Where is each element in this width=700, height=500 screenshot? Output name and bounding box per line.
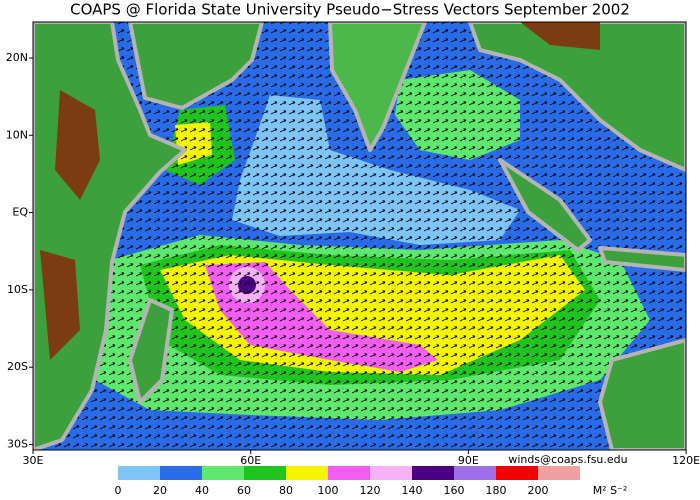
colorbar-swatch [244,466,286,480]
map [33,22,686,450]
colorbar-label: 120 [360,484,381,497]
colorbar-unit: M² S⁻² [593,484,628,497]
colorbar-label: 40 [195,484,209,497]
lat-label: 10N [6,128,28,141]
lat-label: EQ [12,206,28,219]
colorbar-swatch [454,466,496,480]
colorbar-swatch [496,466,538,480]
title: COAPS @ Florida State University Pseudo−… [70,1,630,19]
himalaya [520,22,600,50]
southeast-asia [468,22,686,172]
lon-label: 90E [458,454,479,467]
arabia [128,22,264,110]
lat-label: 20N [6,51,28,64]
colorbar-swatch [118,466,160,480]
australia [598,338,686,450]
colorbar-label: 0 [115,484,122,497]
colorbar-label: 20 [153,484,167,497]
highlands [40,90,100,360]
colorbar-swatch [412,466,454,480]
colorbar-label: 100 [318,484,339,497]
colorbar-label: 200 [528,484,549,497]
sumatra [498,158,592,252]
india [328,22,427,152]
credit: winds@coaps.fsu.edu [508,453,627,466]
lon-label: 60E [240,454,261,467]
longitude-labels: 30E 60E 90E 120E [23,450,700,467]
colorbar-label: 80 [279,484,293,497]
lon-label: 30E [23,454,44,467]
colorbar-swatch [370,466,412,480]
colorbar-label: 180 [486,484,507,497]
latitude-labels: 20N 10N EQ 10S 20S 30S [6,51,33,451]
lat-label: 20S [7,360,28,373]
colorbar-label: 160 [444,484,465,497]
map-frame [32,21,687,451]
java [598,246,686,272]
colorbar-label: 140 [402,484,423,497]
colorbar-swatch [202,466,244,480]
colorbar-label: 60 [237,484,251,497]
colorbar-swatch [160,466,202,480]
lat-label: 30S [7,438,28,451]
colorbar: 0 20 40 60 80 100 120 140 160 180 200 [115,466,580,497]
lon-label: 120E [672,454,700,467]
lat-label: 10S [7,283,28,296]
colorbar-swatch [538,466,580,480]
colorbar-swatch [286,466,328,480]
madagascar [128,298,174,404]
colorbar-swatch [328,466,370,480]
